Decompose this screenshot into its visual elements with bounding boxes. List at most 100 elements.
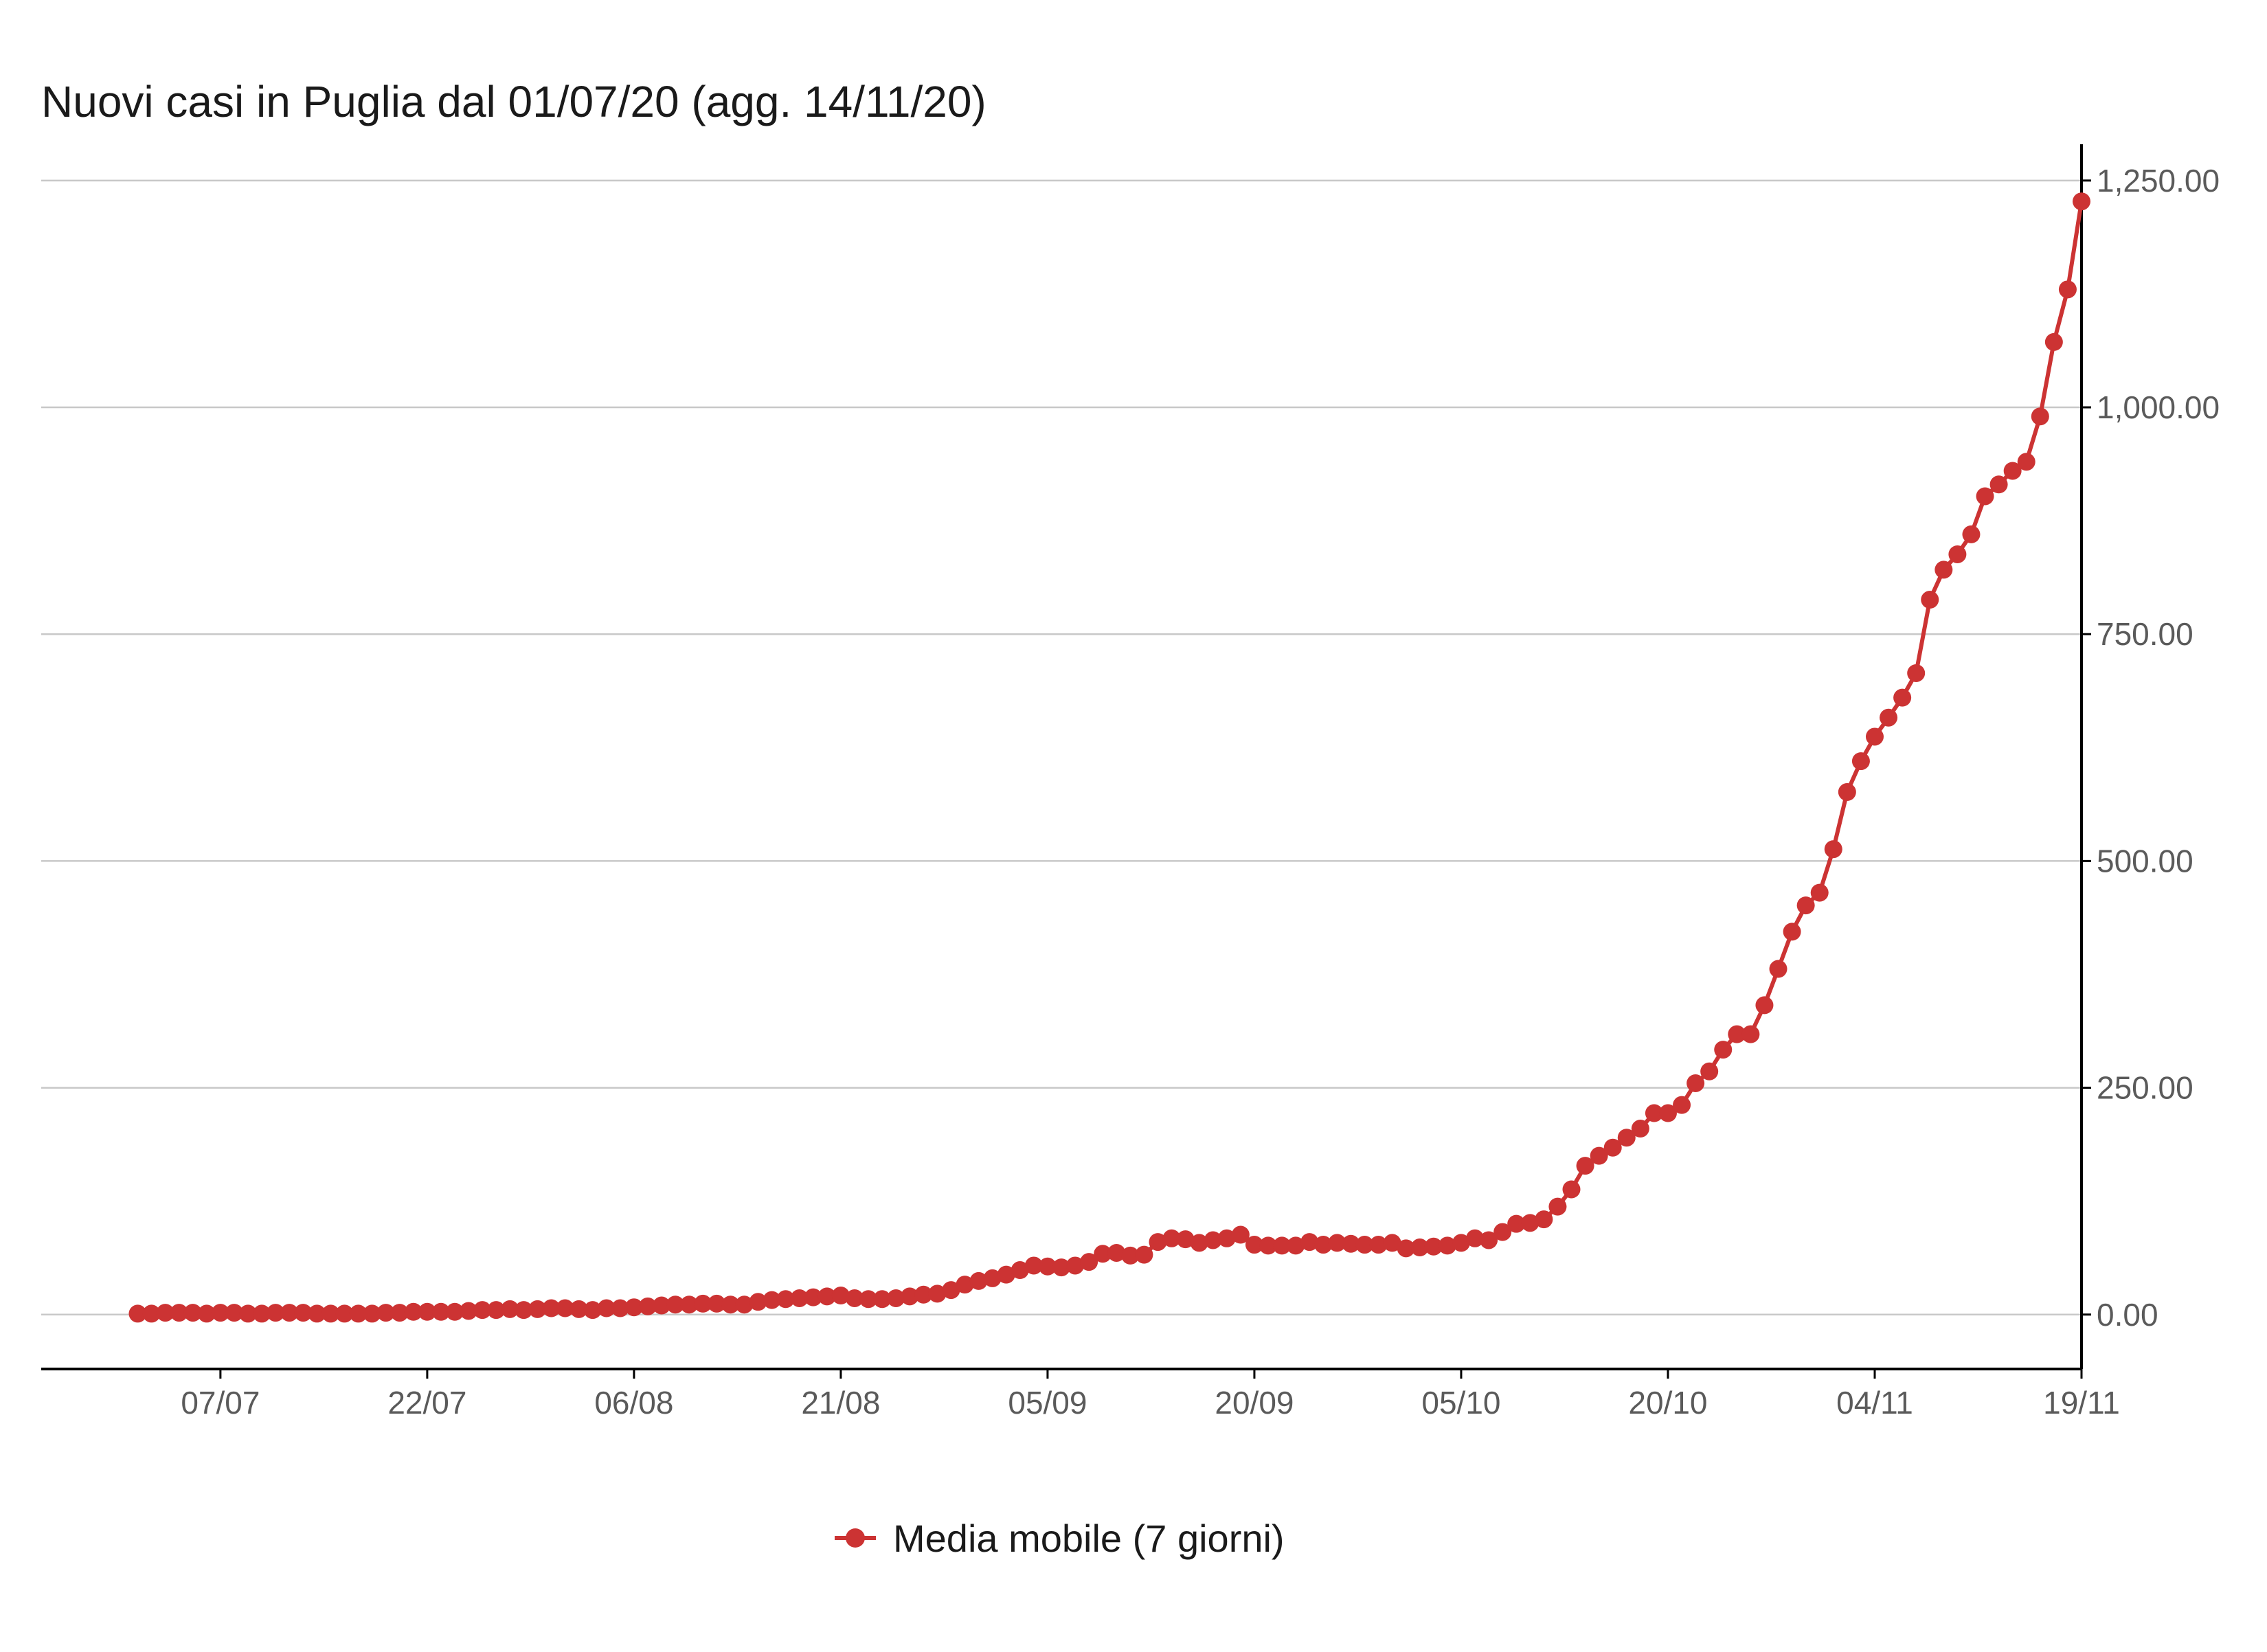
data-point-67 bbox=[1052, 1258, 1070, 1277]
data-point-26 bbox=[487, 1301, 506, 1320]
data-point-120 bbox=[1783, 923, 1801, 941]
data-point-97 bbox=[1466, 1229, 1485, 1247]
x-tick-label-9: 19/11 bbox=[2043, 1385, 2120, 1421]
data-point-5 bbox=[197, 1304, 216, 1323]
data-point-27 bbox=[501, 1300, 519, 1318]
x-tick-label-7: 20/10 bbox=[1628, 1385, 1707, 1421]
data-point-60 bbox=[956, 1276, 974, 1294]
y-tick-label-3: 750.00 bbox=[2097, 616, 2193, 652]
data-point-22 bbox=[431, 1302, 450, 1321]
data-point-76 bbox=[1176, 1230, 1195, 1249]
data-point-122 bbox=[1810, 883, 1829, 902]
data-point-63 bbox=[997, 1265, 1015, 1284]
data-point-41 bbox=[694, 1294, 712, 1313]
x-tick-label-0: 07/07 bbox=[181, 1385, 260, 1421]
data-point-99 bbox=[1493, 1223, 1512, 1241]
data-point-50 bbox=[817, 1287, 836, 1306]
data-point-51 bbox=[831, 1287, 850, 1305]
data-point-123 bbox=[1824, 840, 1842, 859]
x-tick-label-4: 05/09 bbox=[1008, 1385, 1087, 1421]
data-point-42 bbox=[708, 1294, 726, 1313]
data-point-58 bbox=[928, 1285, 947, 1303]
data-point-47 bbox=[776, 1290, 795, 1309]
data-point-61 bbox=[969, 1271, 988, 1290]
data-point-24 bbox=[460, 1302, 478, 1320]
data-point-33 bbox=[583, 1301, 602, 1320]
data-point-8 bbox=[239, 1304, 258, 1323]
data-point-23 bbox=[446, 1302, 464, 1321]
data-point-20 bbox=[404, 1302, 422, 1321]
data-point-14 bbox=[322, 1304, 340, 1323]
data-point-1 bbox=[142, 1304, 161, 1323]
data-point-32 bbox=[569, 1300, 588, 1318]
y-tick-label-0: 0.00 bbox=[2097, 1297, 2158, 1333]
data-point-15 bbox=[335, 1304, 354, 1323]
data-point-87 bbox=[1328, 1234, 1346, 1252]
data-point-7 bbox=[225, 1304, 243, 1322]
data-point-31 bbox=[556, 1299, 574, 1317]
data-point-13 bbox=[308, 1304, 326, 1323]
data-point-118 bbox=[1755, 996, 1774, 1015]
data-point-141 bbox=[2073, 192, 2090, 211]
legend-label: Media mobile (7 giorni) bbox=[893, 1517, 1285, 1560]
data-point-79 bbox=[1217, 1229, 1236, 1247]
legend: Media mobile (7 giorni) bbox=[835, 1517, 1285, 1560]
data-point-83 bbox=[1273, 1236, 1292, 1255]
data-point-109 bbox=[1631, 1120, 1649, 1138]
data-point-6 bbox=[211, 1304, 229, 1322]
legend-marker-swatch bbox=[846, 1528, 865, 1548]
chart-title: Nuovi casi in Puglia dal 01/07/20 (agg. … bbox=[41, 77, 986, 126]
data-point-98 bbox=[1480, 1231, 1498, 1249]
data-point-110 bbox=[1645, 1104, 1663, 1122]
y-tick-label-2: 500.00 bbox=[2097, 843, 2193, 879]
x-tick-label-5: 20/09 bbox=[1215, 1385, 1294, 1421]
data-point-19 bbox=[390, 1304, 409, 1322]
data-point-102 bbox=[1535, 1210, 1553, 1229]
data-point-38 bbox=[653, 1296, 671, 1315]
data-point-84 bbox=[1287, 1236, 1305, 1255]
data-point-80 bbox=[1231, 1225, 1250, 1244]
data-point-56 bbox=[901, 1287, 919, 1306]
data-point-74 bbox=[1149, 1233, 1167, 1252]
data-point-126 bbox=[1865, 727, 1884, 746]
data-point-29 bbox=[528, 1300, 547, 1318]
data-point-12 bbox=[294, 1304, 313, 1322]
y-tick-label-1: 250.00 bbox=[2097, 1070, 2193, 1106]
data-point-104 bbox=[1562, 1180, 1581, 1199]
data-point-106 bbox=[1590, 1146, 1608, 1165]
x-tick-label-8: 04/11 bbox=[1836, 1385, 1913, 1421]
data-point-113 bbox=[1687, 1074, 1705, 1092]
data-point-117 bbox=[1741, 1025, 1760, 1043]
data-point-75 bbox=[1162, 1229, 1181, 1247]
data-point-88 bbox=[1342, 1234, 1360, 1253]
data-point-138 bbox=[2031, 407, 2049, 426]
data-point-52 bbox=[845, 1289, 864, 1307]
data-point-9 bbox=[253, 1304, 271, 1323]
data-point-82 bbox=[1259, 1236, 1278, 1255]
data-point-40 bbox=[680, 1295, 699, 1314]
data-point-49 bbox=[804, 1288, 822, 1306]
x-tick-label-3: 21/08 bbox=[801, 1385, 880, 1421]
data-point-105 bbox=[1576, 1157, 1594, 1175]
data-point-54 bbox=[873, 1290, 892, 1309]
data-point-72 bbox=[1121, 1246, 1140, 1265]
data-point-70 bbox=[1094, 1245, 1112, 1263]
data-point-34 bbox=[597, 1299, 616, 1317]
data-point-44 bbox=[735, 1295, 754, 1314]
data-point-137 bbox=[2017, 453, 2035, 471]
data-point-92 bbox=[1397, 1239, 1415, 1258]
data-point-65 bbox=[1024, 1256, 1043, 1275]
data-point-116 bbox=[1728, 1025, 1746, 1043]
data-point-35 bbox=[611, 1299, 629, 1317]
data-point-108 bbox=[1617, 1129, 1636, 1147]
data-point-119 bbox=[1769, 960, 1787, 978]
data-point-130 bbox=[1921, 591, 1939, 609]
y-tick-label-5: 1,250.00 bbox=[2097, 163, 2220, 199]
data-point-17 bbox=[363, 1304, 381, 1323]
data-point-107 bbox=[1603, 1138, 1622, 1157]
data-point-30 bbox=[542, 1299, 561, 1317]
data-point-140 bbox=[2058, 280, 2077, 299]
x-tick-label-6: 05/10 bbox=[1421, 1385, 1500, 1421]
data-point-25 bbox=[473, 1301, 492, 1320]
